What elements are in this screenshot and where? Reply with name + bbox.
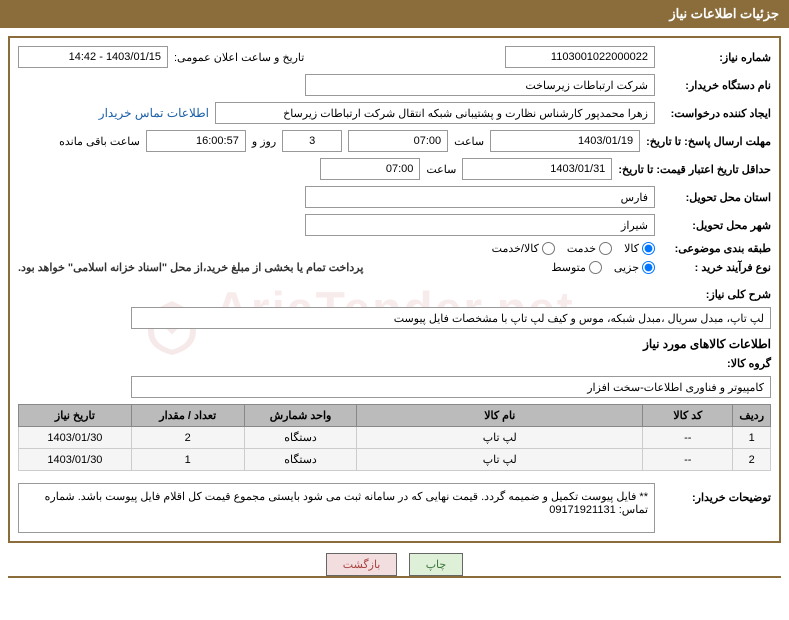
label-min-validity: حداقل تاریخ اعتبار قیمت: تا تاریخ: <box>618 163 771 176</box>
table-header: کد کالا <box>643 405 733 427</box>
table-header: تعداد / مقدار <box>131 405 244 427</box>
purchase-radio[interactable] <box>589 261 602 274</box>
label-announce-dt: تاریخ و ساعت اعلان عمومی: <box>174 51 304 64</box>
value-delivery-state: فارس <box>305 186 655 208</box>
table-cell: دستگاه <box>244 427 357 449</box>
label-buyer-notes: توضیحات خریدار: <box>661 477 771 504</box>
label-subject-class: طبقه بندی موضوعی: <box>661 242 771 255</box>
value-delivery-city: شیراز <box>305 214 655 236</box>
label-hour-1: ساعت <box>454 135 484 148</box>
payment-note: پرداخت تمام یا بخشی از مبلغ خرید،از محل … <box>18 261 363 274</box>
label-delivery-city: شهر محل تحویل: <box>661 219 771 232</box>
label-hour-2: ساعت <box>426 163 456 176</box>
purchase-radio[interactable] <box>642 261 655 274</box>
label-requester: ایجاد کننده درخواست: <box>661 107 771 120</box>
table-cell: دستگاه <box>244 449 357 471</box>
value-buyer-notes: ** فایل پیوست تکمیل و ضمیمه گردد. قیمت ن… <box>18 483 655 533</box>
table-header: واحد شمارش <box>244 405 357 427</box>
value-need-desc: لپ تاپ، مبدل سریال ،مبدل شبکه، موس و کیف… <box>131 307 771 329</box>
value-deadline-date: 1403/01/19 <box>490 130 640 152</box>
subject-option[interactable]: کالا <box>624 242 655 255</box>
label-need-no: شماره نیاز: <box>661 51 771 64</box>
table-header: ردیف <box>733 405 771 427</box>
value-goods-group: کامپیوتر و فناوری اطلاعات-سخت افزار <box>131 376 771 398</box>
value-buyer-org: شرکت ارتباطات زیرساخت <box>305 74 655 96</box>
label-remaining: ساعت باقی مانده <box>59 135 140 148</box>
table-row: 2--لپ تاپدستگاه11403/01/30 <box>19 449 771 471</box>
value-validity-hour: 07:00 <box>320 158 420 180</box>
value-announce-dt: 1403/01/15 - 14:42 <box>18 46 168 68</box>
purchase-option[interactable]: متوسط <box>551 261 602 274</box>
subject-radio-group: کالا خدمت کالا/خدمت <box>492 242 655 255</box>
table-cell: -- <box>643 449 733 471</box>
subject-radio[interactable] <box>642 242 655 255</box>
subject-option[interactable]: کالا/خدمت <box>492 242 555 255</box>
details-panel: شماره نیاز: 1103001022000022 تاریخ و ساع… <box>8 36 781 543</box>
label-delivery-state: استان محل تحویل: <box>661 191 771 204</box>
table-cell: لپ تاپ <box>357 427 643 449</box>
value-remaining-days: 3 <box>282 130 342 152</box>
label-purchase-type: نوع فرآیند خرید : <box>661 261 771 274</box>
print-button[interactable]: چاپ <box>409 553 464 576</box>
table-cell: لپ تاپ <box>357 449 643 471</box>
label-buyer-org: نام دستگاه خریدار: <box>661 79 771 92</box>
table-row: 1--لپ تاپدستگاه21403/01/30 <box>19 427 771 449</box>
table-cell: 2 <box>733 449 771 471</box>
value-remaining-time: 16:00:57 <box>146 130 246 152</box>
table-cell: 1403/01/30 <box>19 427 132 449</box>
bottom-border <box>8 576 781 578</box>
value-deadline-hour: 07:00 <box>348 130 448 152</box>
goods-table: ردیفکد کالانام کالاواحد شمارشتعداد / مقد… <box>18 404 771 471</box>
table-header: نام کالا <box>357 405 643 427</box>
value-need-no: 1103001022000022 <box>505 46 655 68</box>
back-button[interactable]: بازگشت <box>326 553 398 576</box>
table-header: تاریخ نیاز <box>19 405 132 427</box>
table-cell: 1 <box>733 427 771 449</box>
buyer-contact-link[interactable]: اطلاعات تماس خریدار <box>99 106 209 120</box>
table-cell: -- <box>643 427 733 449</box>
table-cell: 2 <box>131 427 244 449</box>
value-requester: زهرا محمدپور کارشناس نظارت و پشتیبانی شب… <box>215 102 655 124</box>
label-day-and: روز و <box>252 135 276 148</box>
subject-option[interactable]: خدمت <box>567 242 612 255</box>
subject-radio[interactable] <box>542 242 555 255</box>
subject-radio[interactable] <box>599 242 612 255</box>
label-deadline: مهلت ارسال پاسخ: تا تاریخ: <box>646 135 771 148</box>
value-validity-date: 1403/01/31 <box>462 158 612 180</box>
table-cell: 1403/01/30 <box>19 449 132 471</box>
table-cell: 1 <box>131 449 244 471</box>
label-goods-group: گروه کالا: <box>661 357 771 370</box>
goods-info-title: اطلاعات کالاهای مورد نیاز <box>18 337 771 351</box>
purchase-radio-group: جزیی متوسط <box>551 261 655 274</box>
panel-header: جزئیات اطلاعات نیاز <box>0 0 789 28</box>
label-need-desc: شرح کلی نیاز: <box>661 288 771 301</box>
purchase-option[interactable]: جزیی <box>614 261 655 274</box>
